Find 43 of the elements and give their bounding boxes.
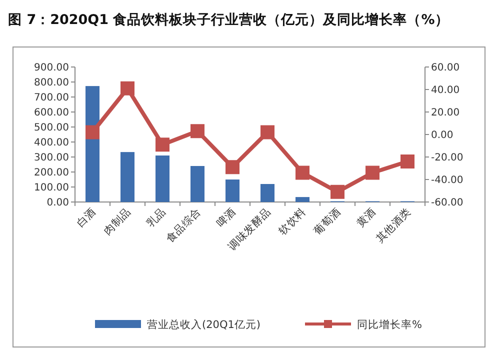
y-tick-label: 0.00 bbox=[46, 198, 69, 208]
chart-title: 图 7：2020Q1 食品饮料板块子行业营收（亿元）及同比增长率（%） bbox=[8, 11, 449, 28]
bar bbox=[190, 166, 204, 202]
x-tick-label: 葡萄酒 bbox=[311, 204, 344, 238]
y2-tick-label: -20.00 bbox=[431, 152, 464, 164]
y-tick-label: 100.00 bbox=[34, 182, 69, 194]
y2-tick-label: -60.00 bbox=[431, 198, 464, 208]
x-tick-label: 软饮料 bbox=[276, 204, 309, 238]
point bbox=[120, 81, 134, 96]
x-tick-label: 肉制品 bbox=[101, 204, 134, 238]
point bbox=[366, 166, 380, 180]
y-tick-label: 200.00 bbox=[34, 168, 69, 178]
legend-label: 营业总收入(20Q1亿元) bbox=[147, 318, 260, 331]
point bbox=[190, 124, 204, 138]
y-tick-label: 300.00 bbox=[34, 152, 69, 164]
y-tick-label: 700.00 bbox=[34, 92, 69, 104]
y2-tick-label: 20.00 bbox=[431, 108, 460, 118]
x-tick-label: 乳品 bbox=[144, 204, 169, 230]
legend-label: 同比增长率% bbox=[357, 318, 422, 331]
y-tick-label: 500.00 bbox=[34, 122, 69, 134]
y2-tick-label: 0.00 bbox=[431, 130, 454, 141]
y-tick-label: 900.00 bbox=[34, 62, 69, 74]
y2-tick-label: 40.00 bbox=[431, 85, 460, 96]
bar bbox=[120, 152, 134, 202]
point bbox=[86, 125, 100, 140]
y2-tick-label: 60.00 bbox=[431, 62, 460, 74]
point bbox=[226, 160, 240, 174]
point bbox=[400, 154, 414, 168]
bar bbox=[296, 197, 310, 202]
point bbox=[296, 166, 310, 180]
point bbox=[330, 184, 344, 199]
y-tick-label: 800.00 bbox=[34, 78, 69, 88]
bar bbox=[260, 184, 274, 202]
point bbox=[156, 138, 170, 152]
bar bbox=[226, 180, 240, 202]
x-tick-label: 黄酒 bbox=[354, 204, 379, 230]
y-tick-label: 400.00 bbox=[34, 138, 69, 148]
x-tick-label: 白酒 bbox=[74, 204, 99, 230]
y-tick-label: 600.00 bbox=[34, 108, 69, 118]
x-tick-label: 啤酒 bbox=[214, 204, 239, 230]
y2-tick-label: -40.00 bbox=[431, 175, 464, 186]
bar bbox=[156, 156, 170, 202]
point bbox=[260, 125, 274, 140]
